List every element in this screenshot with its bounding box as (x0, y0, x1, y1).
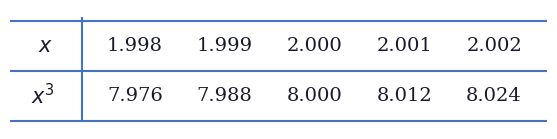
Text: 1.999: 1.999 (197, 37, 253, 55)
Text: 8.024: 8.024 (466, 87, 522, 105)
Text: 2.001: 2.001 (377, 37, 432, 55)
Text: 7.988: 7.988 (197, 87, 253, 105)
Text: 8.000: 8.000 (287, 87, 343, 105)
Text: 2.000: 2.000 (287, 37, 343, 55)
Text: 8.012: 8.012 (377, 87, 432, 105)
Text: 1.998: 1.998 (107, 37, 163, 55)
Text: $x^3$: $x^3$ (31, 83, 55, 109)
Text: $x$: $x$ (38, 37, 53, 55)
Text: 7.976: 7.976 (107, 87, 163, 105)
Text: 2.002: 2.002 (466, 37, 522, 55)
